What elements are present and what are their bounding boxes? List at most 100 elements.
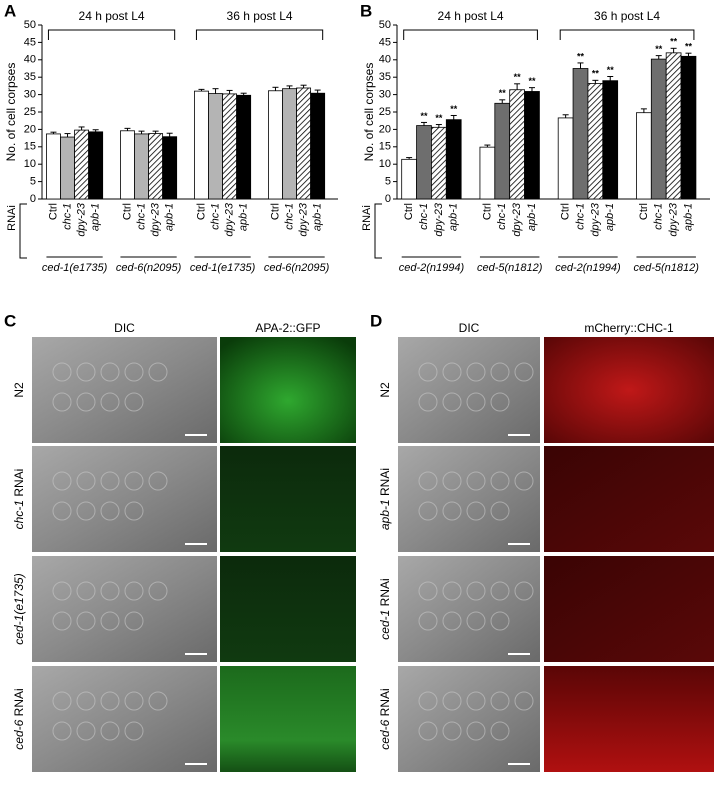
- panel-label: D: [370, 311, 382, 330]
- bar: [148, 133, 164, 200]
- condition-bracket: [559, 29, 695, 40]
- y-tick-label: 10: [379, 158, 391, 170]
- bar: [636, 112, 652, 200]
- row-label-plain: RNAi: [378, 468, 392, 496]
- rnai-label: RNAi: [361, 205, 373, 231]
- cell: [418, 721, 438, 741]
- row-label-italic: ced-1: [378, 610, 392, 640]
- y-tick-label: 35: [379, 71, 391, 83]
- bar: [120, 130, 135, 200]
- rnai-tick-label: Ctrl: [47, 203, 59, 220]
- cell: [466, 501, 486, 521]
- significance: **: [670, 37, 678, 47]
- y-tick-label: 40: [24, 54, 36, 66]
- micrograph: [544, 556, 714, 662]
- rnai-tick-label: chc-1: [61, 203, 73, 230]
- rnai-label: RNAi: [6, 205, 18, 231]
- rnai-tick-label: dpy-23: [511, 202, 523, 237]
- row-label: N2: [378, 382, 392, 398]
- cell: [514, 581, 534, 601]
- bar: [282, 88, 297, 200]
- cell: [490, 581, 510, 601]
- cell: [124, 392, 144, 412]
- y-axis-label: No. of cell corpses: [4, 63, 18, 162]
- cell: [490, 392, 510, 412]
- cell: [76, 392, 96, 412]
- micrograph: [32, 556, 217, 662]
- y-tick-label: 45: [24, 36, 36, 48]
- rnai-tick-label: chc-1: [653, 203, 665, 230]
- bar: [650, 58, 667, 200]
- y-tick-label: 10: [24, 158, 36, 170]
- bar: [665, 52, 682, 200]
- y-tick-label: 35: [24, 71, 36, 83]
- bar: [60, 136, 75, 200]
- rnai-tick-label: Ctrl: [403, 203, 415, 220]
- rnai-tick-label: apb-1: [164, 203, 176, 231]
- cell: [124, 501, 144, 521]
- rnai-tick-label: dpy-23: [297, 202, 309, 237]
- bar: [602, 80, 619, 200]
- rnai-tick-label: dpy-23: [589, 202, 601, 237]
- bar: [222, 93, 238, 200]
- cell: [418, 611, 438, 631]
- bar: [587, 83, 604, 200]
- panel-label: C: [4, 311, 16, 330]
- y-tick-label: 25: [24, 106, 36, 118]
- y-tick-label: 25: [379, 106, 391, 118]
- bar: [162, 136, 178, 200]
- micrograph: [398, 337, 540, 443]
- cell: [148, 691, 168, 711]
- cell: [490, 501, 510, 521]
- row-label-italic: chc-1: [12, 500, 26, 529]
- y-tick-label: 50: [24, 19, 36, 31]
- condition-bracket: [47, 29, 176, 40]
- cell: [52, 362, 72, 382]
- cell: [52, 721, 72, 741]
- significance: **: [528, 76, 536, 86]
- condition-label: 36 h post L4: [227, 9, 293, 23]
- cell: [76, 501, 96, 521]
- rnai-tick-label: apb-1: [312, 203, 324, 231]
- rnai-tick-label: dpy-23: [149, 202, 161, 237]
- micrograph: [220, 446, 356, 552]
- cell: [100, 362, 120, 382]
- significance: **: [435, 113, 443, 123]
- condition-label: 36 h post L4: [594, 9, 660, 23]
- rnai-tick-label: apb-1: [90, 203, 102, 231]
- rnai-tick-label: chc-1: [135, 203, 147, 230]
- row-label-italic: apb-1: [378, 499, 392, 530]
- cell: [52, 501, 72, 521]
- panel-label: B: [360, 1, 372, 20]
- cell: [124, 611, 144, 631]
- cell: [466, 721, 486, 741]
- cell: [100, 471, 120, 491]
- cell: [490, 611, 510, 631]
- bar: [236, 94, 252, 200]
- bar: [401, 158, 417, 200]
- row-label-plain: N2: [12, 382, 26, 398]
- rnai-tick-label: chc-1: [574, 203, 586, 230]
- row-label-plain: RNAi: [12, 469, 26, 497]
- cell: [466, 362, 486, 382]
- cell: [52, 581, 72, 601]
- y-tick-label: 0: [385, 193, 391, 205]
- cell: [76, 691, 96, 711]
- cell: [418, 471, 438, 491]
- row-label-italic: ced-1(e1735): [12, 573, 26, 644]
- cell: [514, 691, 534, 711]
- cell: [490, 691, 510, 711]
- rnai-tick-label: apb-1: [448, 203, 460, 231]
- rnai-tick-label: chc-1: [496, 203, 508, 230]
- cell: [418, 392, 438, 412]
- significance: **: [577, 51, 585, 61]
- row-label-plain: N2: [378, 382, 392, 398]
- micrograph: [398, 446, 540, 552]
- y-tick-label: 50: [379, 19, 391, 31]
- row-label: apb-1 RNAi: [378, 468, 392, 530]
- cell: [466, 691, 486, 711]
- significance: **: [592, 69, 600, 79]
- cell: [442, 581, 462, 601]
- condition-bracket: [195, 29, 324, 40]
- cell: [514, 362, 534, 382]
